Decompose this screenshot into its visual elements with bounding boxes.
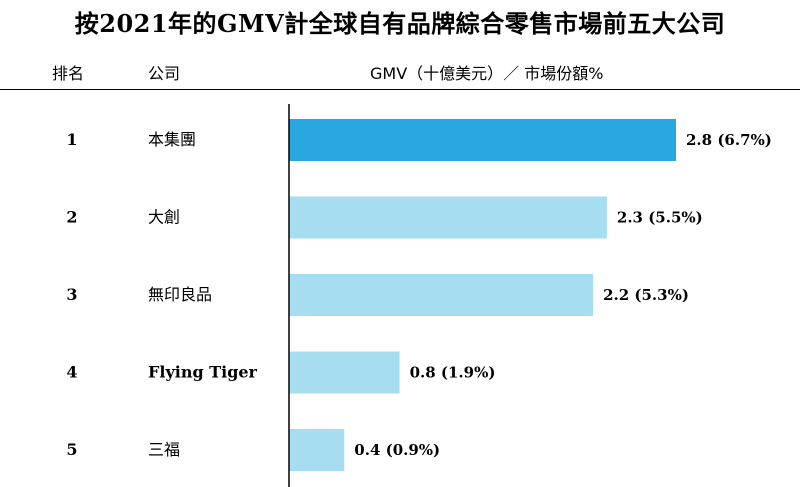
bar: [289, 196, 607, 239]
value-label: 0.8 (1.9%): [410, 364, 496, 382]
bar: [289, 274, 594, 316]
value-label: 2.2 (5.3%): [603, 286, 689, 304]
bar: [289, 119, 676, 161]
metric-column-header: GMV（十億美元）／ 市場份額%: [370, 64, 604, 83]
company-label: 三福: [148, 440, 180, 459]
company-label: 大創: [148, 208, 180, 227]
bar: [289, 429, 345, 471]
bar: [289, 351, 400, 394]
value-label: 2.3 (5.5%): [617, 209, 703, 227]
rank-label: 3: [66, 285, 77, 304]
value-label: 0.4 (0.9%): [354, 441, 440, 459]
rank-label: 5: [66, 440, 77, 459]
rank-label: 4: [66, 363, 77, 382]
rank-label: 2: [66, 208, 77, 227]
rank-column-header: 排名: [52, 64, 85, 83]
rank-label: 1: [66, 130, 77, 149]
company-column-header: 公司: [148, 64, 181, 83]
company-label: 本集團: [148, 130, 196, 149]
chart-title: 按2021年的GMV計全球自有品牌綜合零售市場前五大公司: [74, 9, 726, 38]
company-label: Flying Tiger: [148, 363, 258, 382]
value-label: 2.8 (6.7%): [686, 131, 772, 149]
header-divider: [0, 89, 800, 90]
company-label: 無印良品: [148, 285, 212, 304]
